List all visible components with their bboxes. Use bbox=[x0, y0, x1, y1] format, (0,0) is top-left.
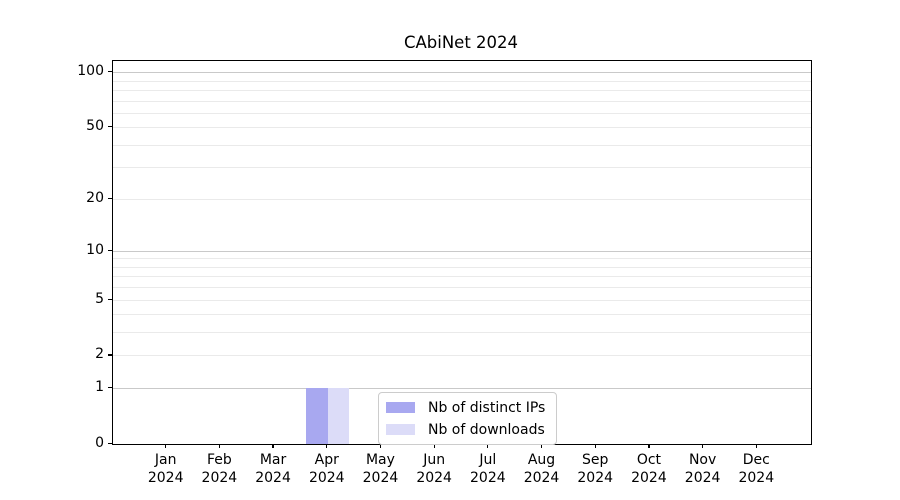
x-tick-year: 2024 bbox=[362, 469, 399, 486]
x-axis-tick bbox=[379, 444, 382, 448]
x-axis-tick-label: Aug 2024 bbox=[512, 452, 572, 487]
major-gridline bbox=[113, 72, 811, 74]
minor-gridline bbox=[113, 112, 811, 114]
x-tick-year: 2024 bbox=[470, 469, 506, 486]
major-gridline bbox=[113, 250, 811, 252]
x-axis-tick-label: Mar 2024 bbox=[243, 452, 303, 487]
legend: Nb of distinct IPs Nb of downloads bbox=[378, 392, 558, 445]
y-axis-tick-label: 1 bbox=[95, 379, 104, 396]
x-axis-tick bbox=[540, 444, 543, 448]
x-tick-month: Dec bbox=[742, 452, 770, 468]
x-axis-tick-label: Jan 2024 bbox=[136, 452, 196, 487]
y-axis-tick bbox=[108, 197, 112, 199]
minor-gridline bbox=[113, 80, 811, 82]
x-axis-tick bbox=[648, 444, 650, 448]
y-axis-tick-label: 2 bbox=[95, 346, 104, 363]
minor-gridline bbox=[113, 258, 811, 260]
x-tick-month: Jun bbox=[423, 452, 446, 468]
x-tick-month: Mar bbox=[259, 452, 287, 468]
minor-gridline bbox=[113, 287, 811, 289]
x-tick-month: Apr bbox=[314, 452, 339, 468]
legend-item-distinct-ips: Nb of distinct IPs bbox=[386, 399, 545, 416]
y-axis-tick bbox=[108, 71, 112, 73]
x-tick-month: Feb bbox=[206, 452, 232, 468]
y-axis-tick-label: 10 bbox=[86, 241, 104, 258]
x-axis-tick bbox=[755, 444, 757, 448]
minor-gridline bbox=[113, 355, 811, 357]
minor-gridline bbox=[113, 299, 811, 301]
x-axis-tick-label: Sep 2024 bbox=[565, 452, 625, 487]
x-tick-year: 2024 bbox=[631, 469, 667, 486]
x-tick-year: 2024 bbox=[523, 469, 560, 486]
chart-title: CAbiNet 2024 bbox=[403, 33, 519, 52]
major-gridline bbox=[113, 388, 811, 390]
y-axis-tick-label: 5 bbox=[95, 290, 104, 307]
x-tick-month: May bbox=[365, 452, 395, 468]
x-axis-tick-label: May 2024 bbox=[350, 452, 410, 487]
minor-gridline bbox=[113, 266, 811, 268]
x-tick-month: Oct bbox=[636, 452, 662, 468]
bar-nb-of-downloads-apr bbox=[327, 388, 350, 444]
y-axis-tick bbox=[108, 126, 112, 128]
y-axis-tick bbox=[108, 443, 112, 445]
y-axis-tick-label: 0 bbox=[95, 435, 104, 451]
y-axis-tick bbox=[108, 387, 112, 389]
x-tick-month: Jan bbox=[154, 452, 177, 468]
x-axis-tick bbox=[165, 444, 167, 448]
x-axis-tick bbox=[326, 444, 328, 448]
y-axis-tick bbox=[108, 354, 112, 356]
minor-gridline bbox=[113, 100, 811, 102]
x-tick-year: 2024 bbox=[577, 469, 614, 486]
legend-item-downloads: Nb of downloads bbox=[386, 421, 545, 438]
x-tick-year: 2024 bbox=[255, 469, 291, 486]
x-axis-tick-label: Jun 2024 bbox=[404, 452, 464, 487]
x-tick-year: 2024 bbox=[147, 469, 184, 486]
minor-gridline bbox=[113, 198, 811, 200]
legend-swatch-distinct-ips bbox=[386, 402, 415, 413]
y-axis-tick bbox=[108, 249, 112, 251]
x-tick-month: Aug bbox=[527, 452, 556, 468]
x-axis-tick bbox=[272, 444, 274, 448]
x-tick-month: Jul bbox=[479, 452, 497, 468]
x-axis-tick bbox=[702, 444, 704, 448]
plot-area: Nb of distinct IPs Nb of downloads bbox=[112, 60, 812, 445]
x-tick-month: Sep bbox=[582, 452, 609, 468]
x-axis-tick-label: Dec 2024 bbox=[726, 452, 786, 487]
minor-gridline bbox=[113, 89, 811, 91]
x-axis-tick bbox=[594, 444, 596, 448]
x-tick-year: 2024 bbox=[684, 469, 721, 486]
x-axis-tick-label: Oct 2024 bbox=[619, 452, 679, 487]
x-tick-year: 2024 bbox=[416, 469, 452, 486]
x-axis-tick bbox=[487, 444, 489, 448]
legend-swatch-downloads bbox=[386, 424, 415, 435]
x-axis-tick bbox=[218, 444, 220, 448]
x-tick-year: 2024 bbox=[201, 469, 238, 486]
y-axis-tick-label: 20 bbox=[86, 189, 104, 206]
x-axis-tick-label: Jul 2024 bbox=[458, 452, 518, 487]
y-axis-tick bbox=[108, 298, 112, 300]
minor-gridline bbox=[113, 167, 811, 169]
x-tick-year: 2024 bbox=[738, 469, 775, 486]
minor-gridline bbox=[113, 276, 811, 278]
minor-gridline bbox=[113, 127, 811, 129]
x-axis-tick-label: Feb 2024 bbox=[189, 452, 249, 487]
x-axis-tick-label: Apr 2024 bbox=[297, 452, 357, 487]
y-axis-tick-label: 100 bbox=[77, 63, 104, 80]
minor-gridline bbox=[113, 332, 811, 334]
x-axis-tick bbox=[433, 444, 435, 448]
minor-gridline bbox=[113, 144, 811, 146]
x-tick-year: 2024 bbox=[308, 469, 345, 486]
x-tick-month: Nov bbox=[688, 452, 717, 468]
minor-gridline bbox=[113, 314, 811, 316]
x-axis-tick-label: Nov 2024 bbox=[673, 452, 733, 487]
bar-nb-of-distinct-ips-apr bbox=[306, 388, 328, 444]
legend-label-distinct-ips: Nb of distinct IPs bbox=[428, 399, 546, 416]
y-axis-tick-label: 50 bbox=[86, 118, 104, 135]
legend-label-downloads: Nb of downloads bbox=[428, 421, 545, 438]
